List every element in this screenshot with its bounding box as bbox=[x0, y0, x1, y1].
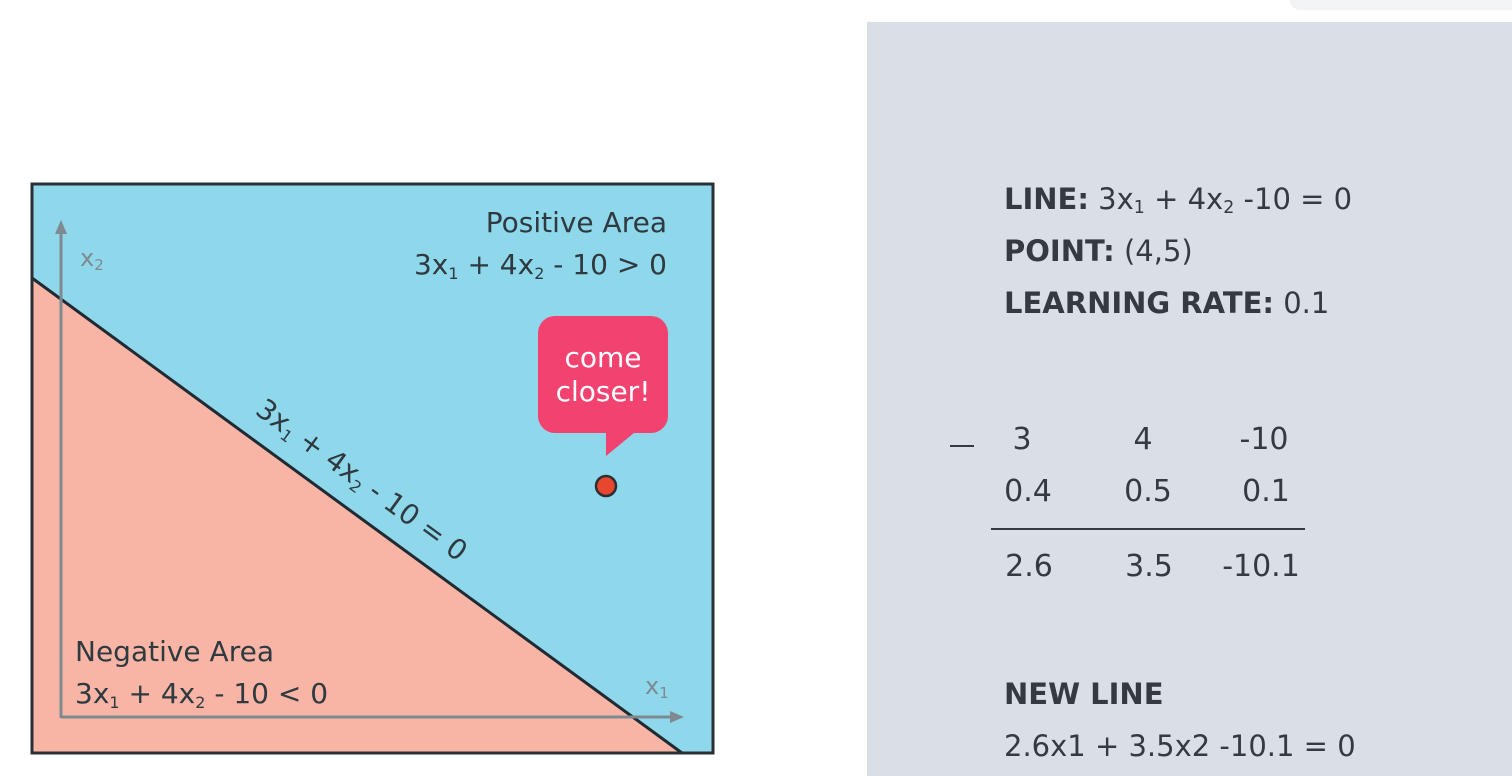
x-axis-arrowhead bbox=[670, 711, 684, 723]
speech-bubble-line1: come bbox=[564, 341, 641, 374]
result-cell: -10.1 bbox=[1222, 549, 1300, 584]
data-point bbox=[594, 474, 618, 498]
row2-cell: 0.4 bbox=[1004, 474, 1052, 509]
y-axis-label: x2 bbox=[80, 244, 104, 274]
row1-cell: 4 bbox=[1133, 422, 1153, 457]
row2-cell: 0.1 bbox=[1242, 474, 1290, 509]
positive-area-expression: 3x1 + 4x2 - 10 > 0 bbox=[414, 248, 667, 283]
row1-cell: 3 bbox=[1012, 422, 1032, 457]
learning-rate-value: 0.1 bbox=[1283, 286, 1330, 320]
line-value: 3x1 + 4x2 -10 = 0 bbox=[1098, 182, 1353, 218]
point-info: POINT: (4,5) bbox=[1004, 234, 1193, 268]
new-line-label: NEW LINE bbox=[1004, 677, 1164, 711]
diagram-frame bbox=[30, 182, 715, 755]
row1-cell: -10 bbox=[1239, 422, 1289, 457]
line-info: LINE: 3x1 + 4x2 -10 = 0 bbox=[1004, 182, 1352, 218]
positive-area-title: Positive Area bbox=[486, 206, 667, 239]
info-panel: LINE: 3x1 + 4x2 -10 = 0 POINT: (4,5) LEA… bbox=[867, 22, 1512, 776]
negative-area-expression: 3x1 + 4x2 - 10 < 0 bbox=[75, 677, 328, 712]
point-label: POINT: bbox=[1004, 234, 1115, 268]
learning-rate-label: LEARNING RATE: bbox=[1004, 286, 1275, 320]
negative-area-title: Negative Area bbox=[75, 635, 274, 668]
learning-rate-info: LEARNING RATE: 0.1 bbox=[1004, 286, 1329, 320]
row2-cell: 0.5 bbox=[1124, 474, 1172, 509]
result-cell: 2.6 bbox=[1005, 549, 1053, 584]
y-axis-arrowhead bbox=[55, 220, 67, 234]
speech-bubble-tail bbox=[606, 428, 640, 456]
top-corner-overlay bbox=[1290, 0, 1512, 10]
sum-rule bbox=[991, 528, 1305, 530]
line-label: LINE: bbox=[1004, 182, 1089, 216]
speech-bubble: come closer! bbox=[538, 316, 668, 456]
speech-bubble-line2: closer! bbox=[556, 375, 651, 408]
result-cell: 3.5 bbox=[1125, 549, 1173, 584]
x-axis-label: x1 bbox=[645, 672, 669, 702]
minus-operator bbox=[950, 445, 974, 447]
boundary-line bbox=[31, 276, 683, 755]
perceptron-diagram: x2 x1 Positive Area 3x1 + 4x2 - 10 > 0 N… bbox=[30, 182, 715, 755]
new-line-value: 2.6x1 + 3.5x2 -10.1 = 0 bbox=[1004, 729, 1356, 763]
point-value: (4,5) bbox=[1123, 234, 1193, 268]
speech-bubble-body bbox=[538, 316, 668, 433]
